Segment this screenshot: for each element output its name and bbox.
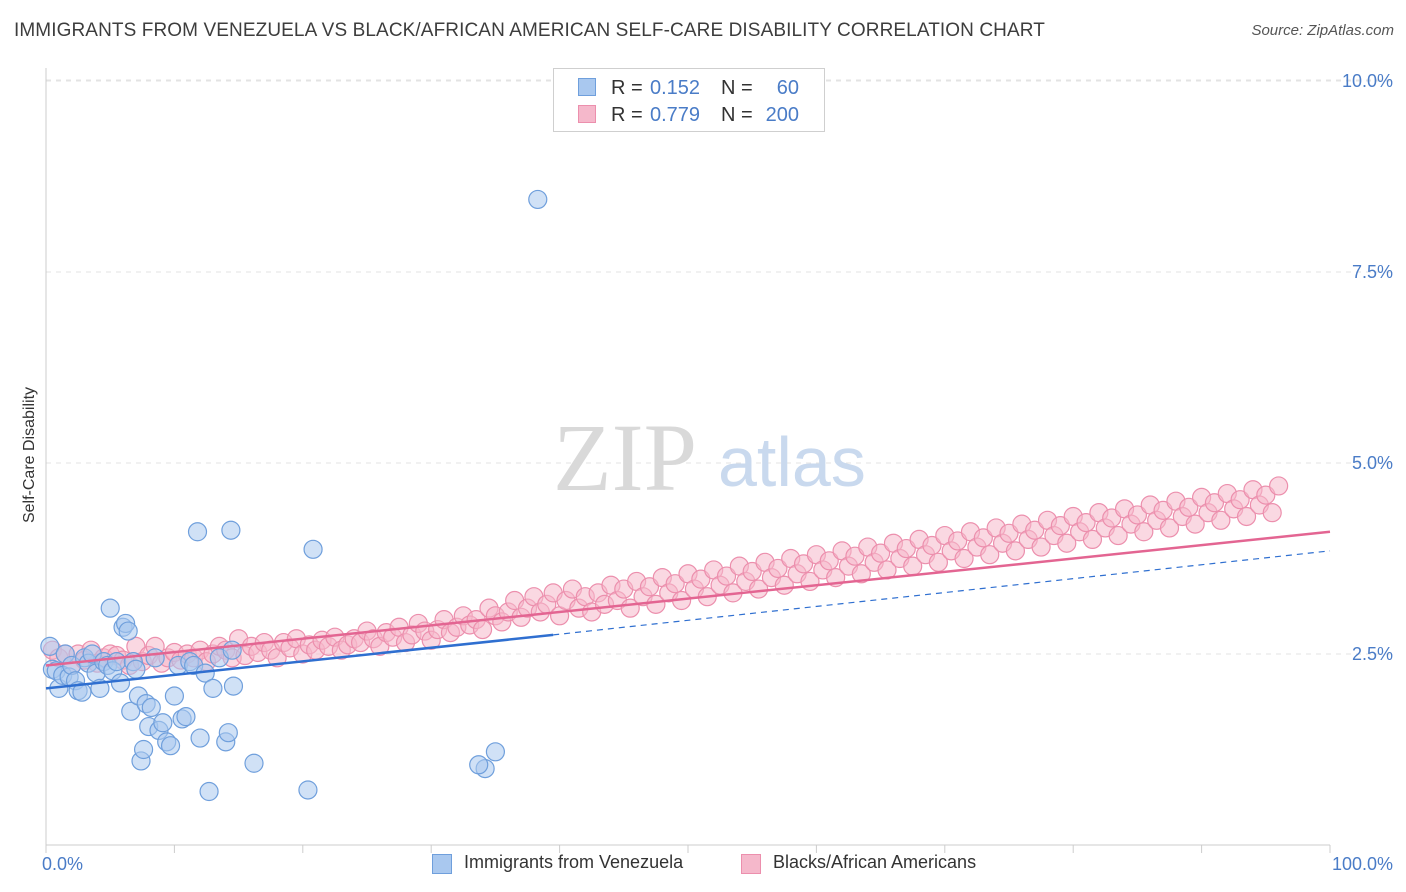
correlation-legend: R = 0.152 N = 60 R = 0.779 N = 200 <box>553 68 825 132</box>
trend-line-blacks <box>45 530 1331 667</box>
data-point-blacks <box>1005 541 1026 561</box>
data-point-blacks <box>1025 520 1045 540</box>
data-point-blacks <box>980 545 1000 565</box>
trend-line-venezuela-extension <box>553 550 1331 636</box>
data-point-venezuela <box>485 742 505 762</box>
data-point-venezuela <box>100 598 120 618</box>
legend-row-venezuela: R = 0.152 N = 60 <box>554 75 824 101</box>
data-point-blacks <box>870 543 891 563</box>
legend-n-value: 60 <box>776 77 799 99</box>
legend-n-label: N = <box>721 77 753 99</box>
legend-row-blacks: R = 0.779 N = 200 <box>554 102 824 128</box>
x-tick-label: 0.0% <box>42 854 83 874</box>
data-point-venezuela <box>121 701 141 721</box>
data-point-venezuela <box>221 520 241 540</box>
legend-r-value: 0.152 <box>650 77 701 99</box>
data-point-blacks <box>1236 506 1257 527</box>
tick-labels: 2.5% 5.0% 7.5% 10.0% 0.0% 100.0% <box>42 71 1393 874</box>
data-point-venezuela <box>107 652 127 672</box>
data-point-blacks <box>819 551 839 571</box>
watermark-atlas: atlas <box>718 423 866 501</box>
source-label: Source: ZipAtlas.com <box>1251 22 1394 39</box>
data-point-venezuela <box>528 189 548 210</box>
x-tick-label: 100.0% <box>1332 854 1393 874</box>
data-point-blacks <box>665 574 685 594</box>
data-point-venezuela <box>126 659 146 679</box>
data-point-blacks <box>1108 525 1128 546</box>
legend-swatch-blue <box>578 78 596 96</box>
data-point-venezuela <box>118 621 138 641</box>
legend-swatch-blue <box>432 854 452 874</box>
data-point-blacks <box>1127 505 1148 525</box>
data-point-blacks <box>1057 533 1077 553</box>
data-point-venezuela <box>199 781 219 802</box>
data-point-blacks <box>768 558 788 579</box>
data-point-venezuela <box>222 640 242 660</box>
data-point-venezuela <box>203 678 223 698</box>
data-point-blacks <box>1262 503 1282 523</box>
chart-title: IMMIGRANTS FROM VENEZUELA VS BLACK/AFRIC… <box>14 20 1045 41</box>
data-point-venezuela <box>176 707 196 727</box>
data-point-blacks <box>1082 529 1103 550</box>
data-point-venezuela <box>218 723 238 743</box>
data-point-blacks <box>646 594 666 614</box>
data-point-blacks <box>749 579 769 599</box>
trend-line-venezuela <box>45 633 554 690</box>
data-point-venezuela <box>153 713 173 733</box>
data-point-venezuela <box>40 636 60 656</box>
y-tick-label: 2.5% <box>1352 644 1393 664</box>
data-point-venezuela <box>187 522 208 542</box>
data-point-blacks <box>1159 518 1180 538</box>
data-point-blacks <box>922 535 942 556</box>
series-immigrants-from-venezuela <box>40 189 548 802</box>
legend-swatch-pink <box>741 854 761 874</box>
data-point-venezuela <box>145 648 165 668</box>
legend-r-label: R = <box>611 77 643 99</box>
data-point-venezuela <box>141 697 161 718</box>
data-point-venezuela <box>160 736 181 756</box>
data-point-venezuela <box>133 739 154 760</box>
watermark-zip: ZIP <box>553 404 697 511</box>
axes <box>45 68 1331 853</box>
data-point-blacks <box>973 528 993 548</box>
data-point-blacks <box>472 619 493 640</box>
data-point-blacks <box>1185 514 1205 534</box>
data-point-venezuela <box>223 676 244 696</box>
trend-lines <box>45 530 1331 690</box>
data-point-blacks <box>1134 522 1154 542</box>
data-point-blacks <box>716 566 737 586</box>
legend-n-value: 200 <box>765 104 799 126</box>
data-point-blacks <box>954 548 974 569</box>
legend-swatch-pink <box>578 105 596 123</box>
data-point-venezuela <box>72 682 92 702</box>
data-point-blacks <box>1076 512 1096 533</box>
data-point-blacks <box>1211 510 1231 530</box>
data-point-venezuela <box>303 539 323 559</box>
legend-label-venezuela: Immigrants from Venezuela <box>464 852 684 872</box>
data-point-venezuela <box>244 753 264 773</box>
data-point-venezuela <box>110 673 131 693</box>
data-point-blacks <box>1179 497 1199 517</box>
y-tick-label: 5.0% <box>1352 453 1393 473</box>
legend-label-blacks: Blacks/African Americans <box>773 852 977 872</box>
data-point-blacks <box>851 564 871 584</box>
legend-r-label: R = <box>611 104 643 126</box>
data-point-blacks <box>1230 490 1250 510</box>
data-point-venezuela <box>164 686 184 706</box>
data-point-venezuela <box>190 728 210 748</box>
legend-r-value: 0.779 <box>650 104 701 126</box>
data-point-blacks <box>1269 476 1289 496</box>
legend-n-label: N = <box>721 104 753 126</box>
y-tick-label: 10.0% <box>1342 71 1393 91</box>
data-point-venezuela <box>469 755 489 775</box>
data-point-blacks <box>1031 537 1051 557</box>
data-point-venezuela <box>298 780 318 800</box>
y-tick-label: 7.5% <box>1352 262 1393 282</box>
